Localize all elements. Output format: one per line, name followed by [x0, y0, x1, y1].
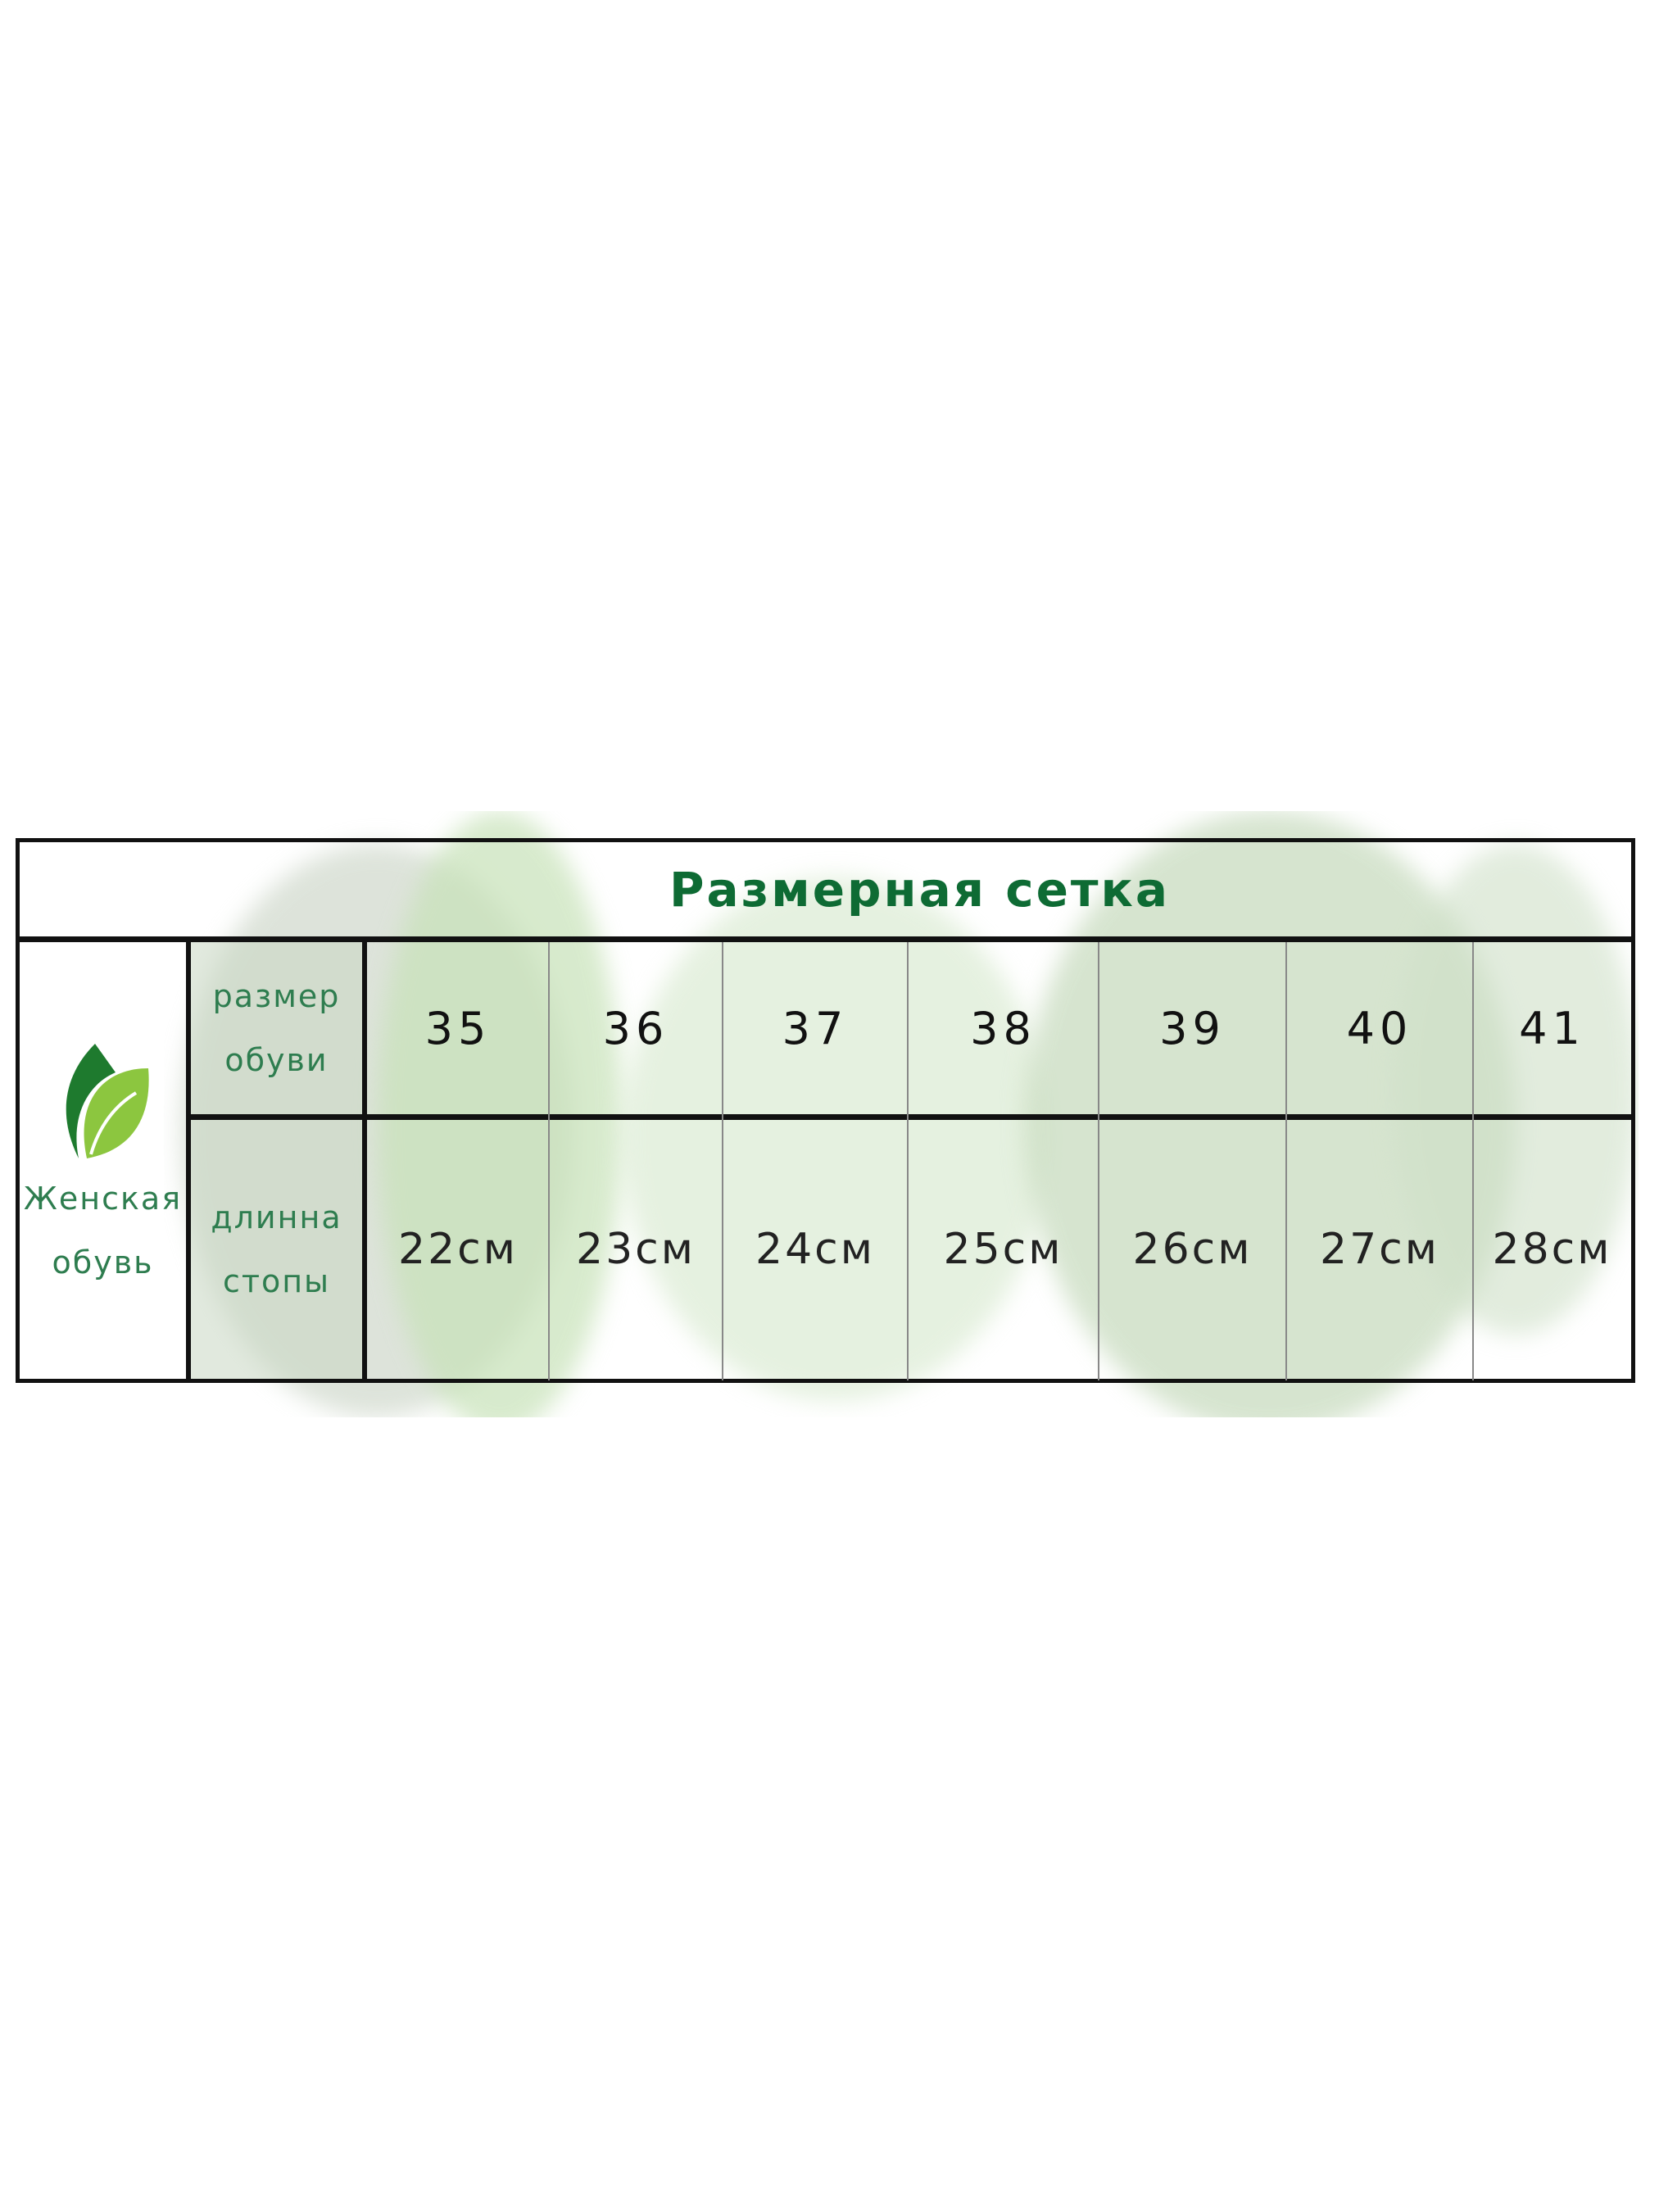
- row-divider: [189, 1114, 1635, 1120]
- cell-divider: [1472, 942, 1474, 1380]
- page-title: Размерная сетка: [669, 861, 1171, 918]
- cell-divider: [907, 942, 909, 1380]
- cell-divider: [722, 942, 723, 1380]
- size-cell: 38: [970, 1002, 1036, 1054]
- size-cell: 36: [602, 1002, 669, 1054]
- row-label-length-line2: стопы: [222, 1263, 331, 1299]
- header-cell-bg: [191, 1119, 364, 1379]
- table-border-left: [16, 838, 20, 1383]
- length-cell: 23см: [576, 1225, 696, 1274]
- row-label-length-line1: длинна: [211, 1199, 342, 1235]
- length-cell: 22см: [398, 1225, 518, 1274]
- size-cell: 40: [1346, 1002, 1413, 1054]
- length-cell: 25см: [943, 1225, 1063, 1274]
- length-cell: 24см: [755, 1225, 875, 1274]
- row-label-length: длинна стопы: [191, 1120, 362, 1379]
- size-cell: 35: [424, 1002, 492, 1054]
- row-label-size-line2: обуви: [224, 1042, 329, 1078]
- column-divider: [186, 939, 191, 1379]
- leaf-icon: [66, 1043, 149, 1158]
- row-label-size: размер обуви: [191, 942, 362, 1114]
- size-cell: 37: [782, 1002, 849, 1054]
- header-cell-bg: [191, 941, 364, 1115]
- cell-divider: [548, 942, 550, 1380]
- cell-divider: [1098, 942, 1099, 1380]
- size-cell: 39: [1159, 1002, 1226, 1054]
- table-border-bottom: [17, 1379, 1635, 1383]
- table-border-right: [1631, 838, 1635, 1383]
- length-cell: 27см: [1320, 1225, 1439, 1274]
- size-cell: 41: [1519, 1002, 1585, 1054]
- cell-divider: [1285, 942, 1287, 1380]
- column-divider: [362, 939, 367, 1381]
- title-divider: [17, 936, 1635, 942]
- length-cell: 28см: [1492, 1225, 1612, 1274]
- table-border-top: [17, 838, 1635, 842]
- side-label-line2: обувь: [52, 1244, 154, 1281]
- length-cell: 26см: [1132, 1225, 1253, 1274]
- side-label-line1: Женская: [23, 1180, 183, 1217]
- brand-block: Женская обувь: [20, 942, 186, 1379]
- row-label-size-line1: размер: [212, 978, 341, 1014]
